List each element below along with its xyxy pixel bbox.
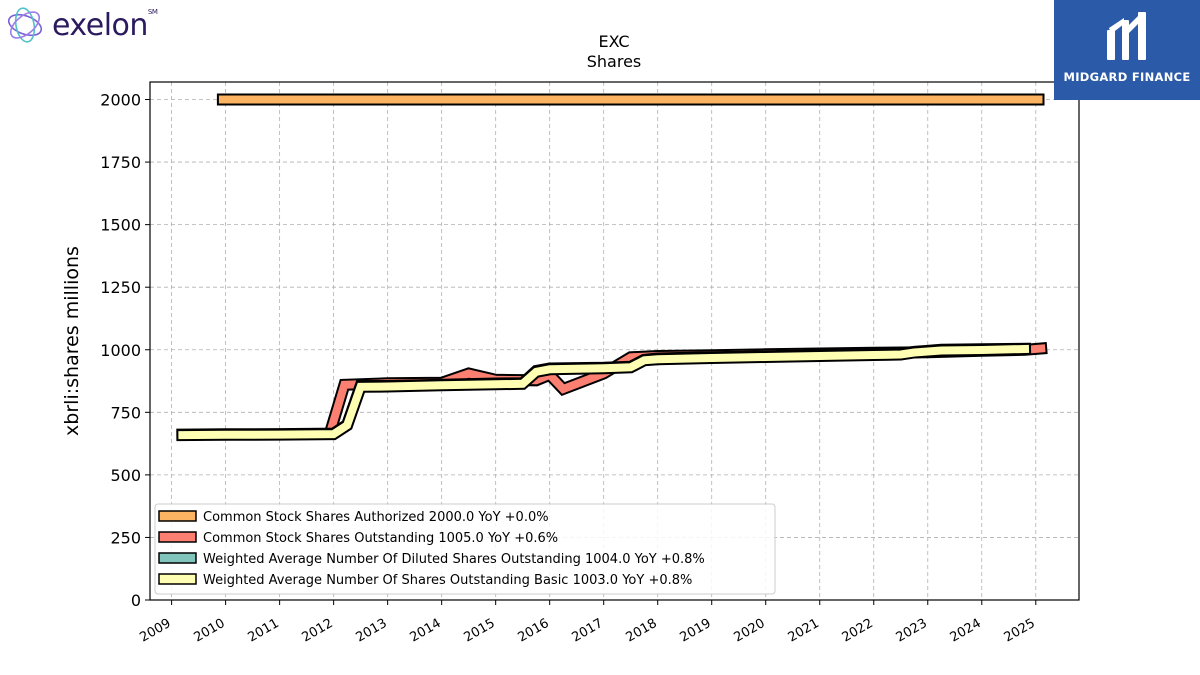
x-tick-label: 2020 <box>732 616 768 646</box>
midgard-brand-text: MIDGARD FINANCE <box>1063 70 1191 84</box>
x-tick-label: 2022 <box>840 616 876 646</box>
x-tick-label: 2015 <box>462 616 498 646</box>
x-tick-label: 2023 <box>894 616 930 646</box>
x-tick-label: 2016 <box>516 616 552 646</box>
plot-frame <box>149 81 1080 601</box>
y-tick-label: 1000 <box>100 341 141 360</box>
legend-swatch-authorized <box>158 510 197 522</box>
legend-swatch-outstanding <box>158 531 197 543</box>
exelon-logo: exelonSM <box>4 4 158 46</box>
chart-subtitle: Shares <box>587 52 642 71</box>
x-tick-label: 2014 <box>408 616 444 646</box>
x-axis: 2009 2010 2011 2012 2013 2014 2015 2016 2017 2018… <box>137 600 1038 646</box>
legend-swatch-basic <box>158 573 197 585</box>
legend-label-outstanding: Common Stock Shares Outstanding 1005.0 Y… <box>203 531 558 546</box>
x-tick-label: 2024 <box>948 616 984 646</box>
x-tick-label: 2018 <box>624 616 660 646</box>
x-tick-label: 2013 <box>353 616 389 646</box>
x-tick-label: 2009 <box>137 616 173 646</box>
y-tick-label: 500 <box>110 466 141 485</box>
y-tick-label: 2000 <box>100 91 141 110</box>
legend-label-diluted: Weighted Average Number Of Diluted Share… <box>203 552 705 567</box>
y-tick-label: 1500 <box>100 216 141 235</box>
y-tick-label: 0 <box>131 591 141 610</box>
x-tick-label: 2010 <box>191 616 227 646</box>
legend-label-authorized: Common Stock Shares Authorized 2000.0 Yo… <box>203 510 549 525</box>
legend-swatch-diluted <box>158 552 197 564</box>
series-line-basic <box>178 344 1030 440</box>
midgard-emblem-icon <box>1107 12 1146 60</box>
legend: Common Stock Shares Authorized 2000.0 Yo… <box>154 503 776 595</box>
y-axis-label: xbrli:shares millions <box>61 246 83 436</box>
series-layer <box>176 93 1048 442</box>
exelon-wordmark: exelonSM <box>52 7 158 43</box>
y-tick-label: 750 <box>110 403 141 422</box>
x-tick-label: 2021 <box>786 616 822 646</box>
y-tick-label: 250 <box>110 528 141 547</box>
x-tick-label: 2025 <box>1002 616 1038 646</box>
midgard-finance-logo: MIDGARD FINANCE <box>1054 0 1200 100</box>
x-tick-label: 2012 <box>299 616 335 646</box>
y-tick-label: 1250 <box>100 278 141 297</box>
legend-box <box>154 503 776 595</box>
series-basic <box>176 342 1032 442</box>
y-axis: 0 250 500 750 1000 1250 1500 1750 2000 <box>100 91 150 610</box>
x-tick-label: 2011 <box>245 616 281 646</box>
y-tick-label: 1750 <box>100 153 141 172</box>
exelon-flower-icon <box>7 7 43 43</box>
x-tick-label: 2019 <box>678 616 714 646</box>
x-tick-label: 2017 <box>570 616 606 646</box>
legend-label-basic: Weighted Average Number Of Shares Outsta… <box>203 573 692 588</box>
chart-title: EXC <box>598 32 629 51</box>
